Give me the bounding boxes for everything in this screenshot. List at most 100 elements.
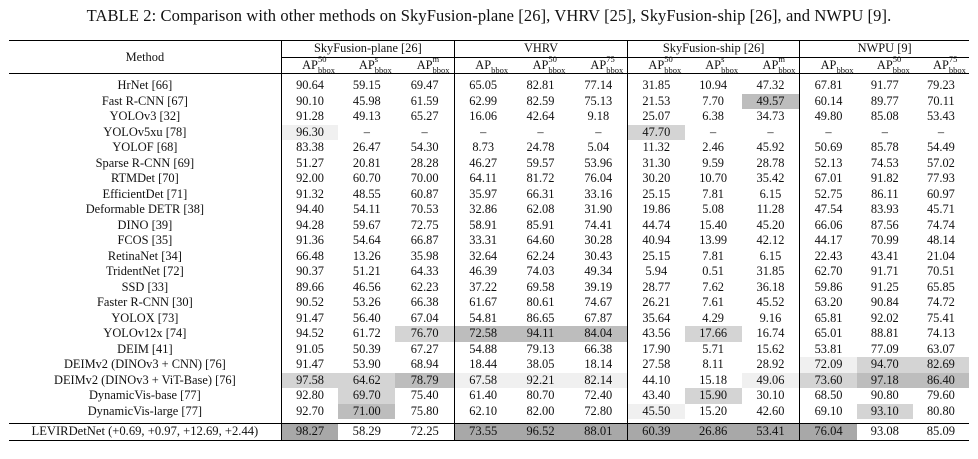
metric-cell: 85.08 xyxy=(870,109,899,124)
metric-label: AP s bbox xyxy=(358,53,392,75)
metric-label: AP s bbox xyxy=(705,53,739,75)
metric-cell: 30.10 xyxy=(756,388,785,403)
metric-cell: 69.70 xyxy=(338,388,396,404)
metric-cell: 74.67 xyxy=(584,295,613,310)
metric-cell: 69.10 xyxy=(799,403,857,419)
metric-cell: 59.67 xyxy=(352,217,381,232)
metric-cell: 74.72 xyxy=(926,295,955,310)
metric-cell: 36.18 xyxy=(756,279,785,294)
metric-cell: 67.87 xyxy=(584,310,613,325)
metric-cell: 73.55 xyxy=(453,423,512,441)
metric-cell: 81.72 xyxy=(526,171,555,186)
metric-cell: 48.14 xyxy=(926,233,955,248)
metric-header: AP 50 bbox xyxy=(627,54,685,74)
metric-header: AP 50 bbox xyxy=(511,54,570,74)
metric-cell: 35.42 xyxy=(756,171,785,186)
metric-header: AP 75 bbox xyxy=(912,54,969,74)
metric-cell: 94.52 xyxy=(280,326,339,342)
metric-cell: 58.91 xyxy=(453,217,512,233)
metric-cell: 83.93 xyxy=(870,202,899,217)
metric-cell: 79.13 xyxy=(526,341,555,356)
metric-cell: 33.16 xyxy=(584,186,613,201)
method-name: Faster R-CNN [30] xyxy=(97,295,193,310)
method-name: TridentNet [72] xyxy=(106,264,184,279)
metric-cell: 6.15 xyxy=(759,248,782,263)
metric-cell: 30.20 xyxy=(627,171,685,187)
method-name: SSD [33] xyxy=(121,279,169,294)
metric-cell: 2.46 xyxy=(702,140,724,155)
metric-cell: 45.71 xyxy=(926,202,955,217)
metric-cell: 6.38 xyxy=(702,109,724,124)
metric-cell: 67.58 xyxy=(453,372,512,388)
metric-cell: 53.96 xyxy=(584,155,613,170)
metric-cell: 67.27 xyxy=(410,341,439,356)
table-row: HrNet [66] 90.64 59.15 69.47 65.05 82.81 77.14… xyxy=(9,78,969,94)
metric-label: AP bbox xyxy=(820,57,854,75)
metric-cell: 18.44 xyxy=(453,357,512,373)
metric-cell: 42.12 xyxy=(756,233,785,248)
metric-cell: 63.07 xyxy=(926,341,955,356)
table-caption: TABLE 2: Comparison with other methods o… xyxy=(86,6,892,25)
metric-cell: 65.27 xyxy=(410,109,439,124)
table-row: TridentNet [72] 90.37 51.21 64.33 46.39 74.03… xyxy=(9,264,969,280)
metric-cell: 83.38 xyxy=(280,140,339,156)
metric-cell: 32.86 xyxy=(453,202,512,218)
metric-cell: 91.32 xyxy=(280,186,339,202)
metric-cell: 86.11 xyxy=(871,186,899,201)
metric-cell: 61.59 xyxy=(410,93,439,108)
metric-cell: 28.92 xyxy=(756,357,785,372)
metric-cell: 31.30 xyxy=(627,155,685,171)
table-row: DEIMv2 (DINOv3 + ViT-Base) [76] 97.58 64.6… xyxy=(9,372,969,388)
method-name: YOLOv12x [74] xyxy=(103,326,187,341)
metric-cell: 47.70 xyxy=(627,124,685,140)
metric-cell: 5.08 xyxy=(702,202,724,217)
metric-cell: 5.94 xyxy=(627,264,685,280)
method-name: RetinaNet [34] xyxy=(107,248,182,263)
metric-cell: 62.70 xyxy=(799,264,857,280)
method-name: Fast R-CNN [67] xyxy=(101,93,188,108)
metric-cell: 28.77 xyxy=(627,279,685,295)
metric-cell: 58.29 xyxy=(338,423,396,441)
metric-cell: 92.70 xyxy=(280,403,339,419)
metric-header: AP 50 bbox xyxy=(280,54,339,74)
metric-cell: 61.40 xyxy=(453,388,512,404)
metric-cell: 9.59 xyxy=(702,155,724,170)
metric-cell: 65.81 xyxy=(799,310,857,326)
metric-header: AP 50 bbox xyxy=(856,54,913,74)
metric-cell: 86.40 xyxy=(912,372,969,388)
metric-cell: 54.88 xyxy=(453,341,512,357)
metric-cell: 54.49 xyxy=(926,140,955,155)
metric-cell: 31.85 xyxy=(627,78,685,94)
metric-header: AP m bbox xyxy=(395,54,455,74)
metric-cell: 60.97 xyxy=(926,186,955,201)
metric-cell: 34.73 xyxy=(756,109,785,124)
metric-cell: 77.14 xyxy=(584,78,613,93)
metric-cell: 75.13 xyxy=(584,93,613,108)
metric-header: AP s bbox xyxy=(684,53,742,75)
metric-cell: 66.48 xyxy=(280,248,339,264)
metric-cell: 50.69 xyxy=(799,140,857,156)
metric-cell: 16.06 xyxy=(453,109,512,125)
metric-cell: 74.41 xyxy=(584,217,613,232)
metric-cell: 69.47 xyxy=(410,78,439,93)
metric-cell: 90.37 xyxy=(280,264,339,280)
table-row: RTMDet [70] 92.00 60.70 70.00 64.11 81.72 76.0… xyxy=(9,171,969,187)
metric-cell: 7.81 xyxy=(702,248,724,263)
metric-cell: 91.47 xyxy=(280,357,339,373)
metric-cell: 9.18 xyxy=(587,109,610,124)
method-name: LEVIRDetNet (+0.69, +0.97, +12.69, +2.44… xyxy=(9,423,282,441)
metric-cell: 15.18 xyxy=(699,372,728,387)
metric-cell: 30.43 xyxy=(584,248,613,263)
metric-cell: 92.02 xyxy=(870,310,899,325)
metric-label: AP bbox xyxy=(475,57,509,75)
table-row: YOLOX [73] 91.47 56.40 67.04 54.81 86.65 67.87… xyxy=(9,310,969,326)
method-name: Deformable DETR [38] xyxy=(85,202,205,217)
metric-cell: – xyxy=(453,124,512,140)
metric-cell: 82.81 xyxy=(526,78,555,93)
method-name: DINO [39] xyxy=(117,217,173,232)
comparison-table: Method SkyFusion-plane [26] VHRV SkyFusi… xyxy=(9,40,969,441)
metric-cell: 9.16 xyxy=(759,310,782,325)
metric-cell: 53.81 xyxy=(799,341,857,357)
metric-cell: 89.77 xyxy=(870,93,899,108)
metric-cell: 92.80 xyxy=(280,388,339,404)
